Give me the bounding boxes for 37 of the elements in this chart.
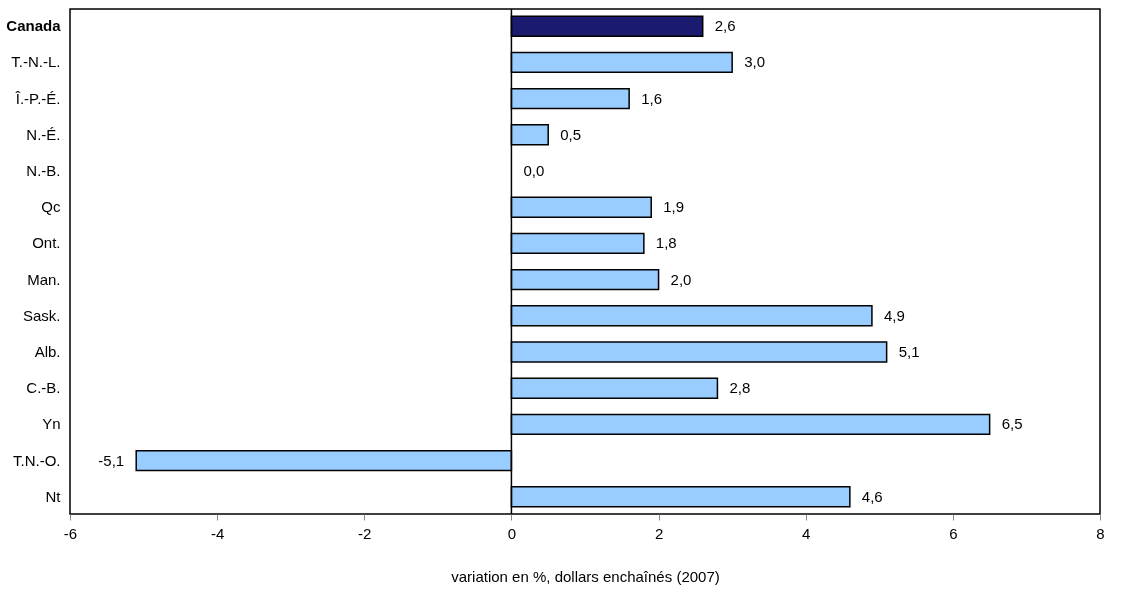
data-label: 4,9 bbox=[883, 306, 905, 324]
data-label: 1,9 bbox=[663, 198, 685, 216]
data-label: 0,5 bbox=[560, 125, 582, 143]
x-tick-label: 4 bbox=[802, 524, 811, 542]
x-tick-label: 6 bbox=[949, 524, 958, 542]
y-tick-label: Sask. bbox=[22, 306, 61, 324]
data-label: 5,1 bbox=[898, 343, 920, 360]
y-tick-label: N.-B. bbox=[26, 162, 61, 179]
x-tick-label: -6 bbox=[63, 524, 78, 542]
data-label: 2,0 bbox=[670, 270, 692, 288]
y-tick-label: N.-É. bbox=[26, 125, 61, 143]
y-tick-label: Qc bbox=[41, 198, 61, 216]
data-label: -5,1 bbox=[98, 451, 125, 469]
data-label: 6,5 bbox=[1001, 415, 1023, 433]
data-label: 2,6 bbox=[714, 17, 736, 35]
y-tick-label: Canada bbox=[6, 17, 62, 35]
y-tick-label: Alb. bbox=[34, 343, 61, 360]
data-label: 4,6 bbox=[861, 487, 883, 505]
data-label: 1,8 bbox=[655, 234, 677, 252]
y-tick-label: Î.-P.-É. bbox=[14, 89, 61, 107]
x-tick-label: 2 bbox=[654, 524, 664, 542]
data-label: 0,0 bbox=[523, 162, 545, 179]
y-tick-label: Yn bbox=[42, 415, 61, 433]
y-tick-label: Nt bbox=[45, 487, 62, 505]
data-label: 3,0 bbox=[744, 53, 765, 71]
x-tick-label: -2 bbox=[358, 524, 372, 542]
x-tick-label: 8 bbox=[1096, 524, 1105, 542]
x-axis-title: variation en %, dollars enchaînés (2007) bbox=[451, 567, 720, 585]
data-label: 1,6 bbox=[641, 89, 662, 107]
y-tick-label: Ont. bbox=[32, 234, 61, 252]
x-tick-label: -4 bbox=[210, 524, 225, 542]
data-label: 2,8 bbox=[729, 379, 751, 397]
y-tick-label: T.N.-O. bbox=[13, 451, 61, 469]
x-tick-label: 0 bbox=[507, 524, 517, 542]
y-tick-label: Man. bbox=[27, 270, 61, 288]
y-tick-label: T.-N.-L. bbox=[11, 53, 61, 71]
y-tick-label: C.-B. bbox=[26, 379, 61, 397]
